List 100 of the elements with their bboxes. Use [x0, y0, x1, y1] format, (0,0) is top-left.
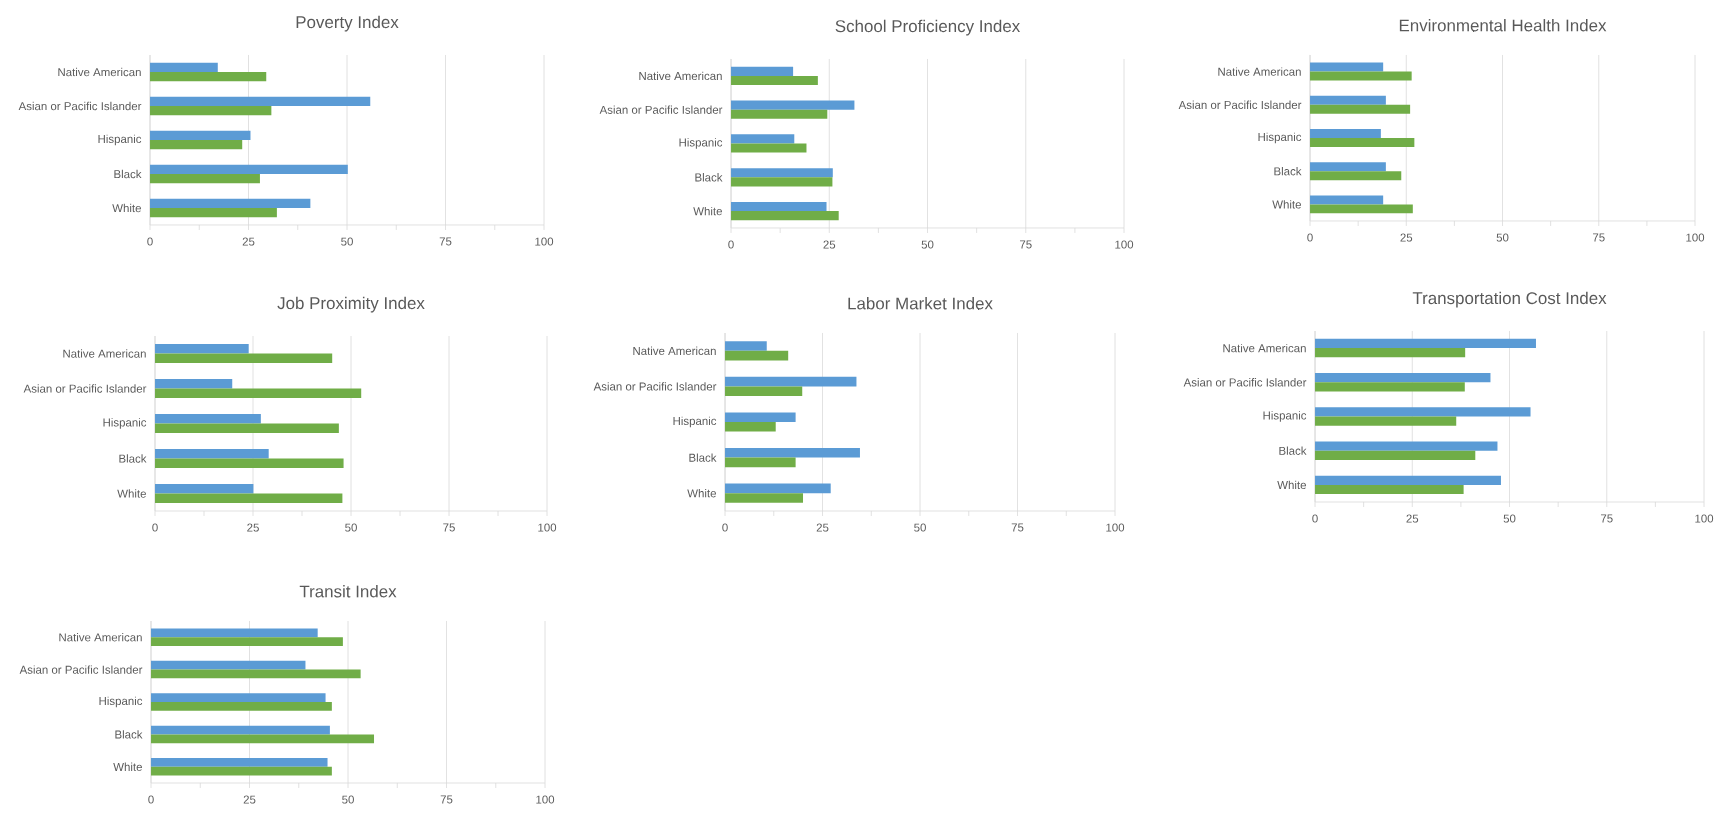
bar	[1315, 382, 1465, 392]
bar	[150, 105, 272, 116]
y-tick-label: Hispanic	[673, 416, 717, 428]
bar	[1310, 162, 1386, 172]
x-tick-label: 25	[242, 237, 255, 246]
x-tick-label: 0	[147, 237, 153, 246]
x-tick-label: 25	[1400, 233, 1413, 242]
x-tick-label: 0	[728, 240, 734, 249]
bar	[151, 693, 326, 702]
x-tick-label: 75	[439, 237, 452, 246]
bar	[731, 134, 795, 144]
y-tick-label: Black	[689, 453, 717, 462]
bar	[1310, 137, 1415, 147]
y-tick-label: Native American	[639, 71, 722, 81]
bar	[155, 414, 261, 424]
x-tick-label: 75	[1592, 233, 1605, 242]
bar	[155, 344, 249, 354]
bar	[725, 421, 776, 432]
x-tick-label: 25	[816, 523, 829, 532]
bar	[731, 201, 827, 212]
x-tick-label: 50	[341, 237, 353, 246]
bar	[155, 388, 362, 398]
chart-title: Poverty Index	[296, 15, 399, 32]
y-tick-label: Black	[695, 173, 723, 182]
x-tick-label: 100	[1106, 523, 1125, 532]
bar	[1310, 195, 1384, 205]
y-tick-label: White	[112, 203, 141, 213]
bar	[1315, 416, 1457, 426]
chart-title: Job Proximity Index	[277, 296, 425, 313]
y-tick-label: Hispanic	[1263, 411, 1307, 422]
x-tick-label: 25	[1406, 514, 1419, 523]
y-tick-label: White	[1277, 480, 1306, 490]
x-tick-label: 100	[1695, 514, 1714, 523]
y-tick-label: White	[1272, 200, 1301, 209]
bar	[150, 130, 251, 140]
bar	[731, 66, 794, 76]
y-tick-label: Hispanic	[679, 138, 723, 149]
bar	[1315, 348, 1466, 358]
x-tick-label: 0	[152, 523, 158, 532]
chart-title: Environmental Health Index	[1399, 19, 1607, 32]
bar	[155, 484, 254, 494]
chart-title: Labor Market Index	[848, 297, 993, 310]
x-tick-label: 0	[148, 795, 154, 804]
y-tick-label: Asian or Pacific Islander	[19, 665, 143, 674]
bar	[1315, 475, 1501, 485]
y-tick-label: White	[113, 762, 142, 771]
y-tick-label: Black	[115, 730, 143, 739]
x-tick-label: 100	[538, 523, 557, 532]
y-tick-label: Black	[119, 454, 147, 463]
y-tick-label: White	[687, 488, 716, 498]
bar	[1315, 441, 1498, 451]
bar	[1310, 95, 1386, 105]
x-tick-label: 75	[1601, 514, 1613, 523]
bar	[1315, 373, 1491, 383]
bar	[731, 109, 828, 119]
bar	[731, 143, 807, 153]
bar	[731, 168, 833, 178]
bar	[725, 376, 857, 387]
y-tick-label: Asian or Pacific Islander	[1183, 378, 1307, 387]
bar	[731, 75, 818, 86]
bar	[151, 660, 306, 670]
bar	[151, 734, 375, 744]
bar	[155, 449, 269, 459]
bar	[150, 207, 277, 218]
x-tick-label: 100	[1686, 233, 1705, 242]
bar	[731, 211, 839, 221]
y-tick-label: Native American	[1223, 343, 1306, 353]
bar	[1310, 62, 1384, 72]
x-tick-label: 75	[443, 523, 455, 532]
bar	[151, 758, 328, 767]
y-tick-label: Black	[1274, 166, 1302, 176]
bar	[151, 628, 318, 638]
x-tick-label: 0	[722, 523, 728, 532]
bar	[151, 701, 332, 711]
x-tick-label: 0	[1307, 233, 1313, 242]
x-tick-label: 25	[243, 795, 256, 804]
x-tick-label: 50	[1503, 514, 1516, 523]
y-tick-label: Native American	[1218, 67, 1301, 76]
bar	[150, 139, 243, 150]
bar	[1310, 171, 1402, 181]
chart-title: Transportation Cost Index	[1412, 291, 1607, 308]
y-tick-label: Native American	[58, 67, 141, 77]
bar	[725, 350, 789, 361]
y-tick-label: Native American	[63, 349, 146, 358]
bar	[725, 386, 803, 396]
bar	[1315, 338, 1536, 349]
x-tick-label: 50	[342, 795, 354, 804]
bar	[150, 96, 371, 106]
y-tick-label: Hispanic	[98, 134, 142, 146]
y-tick-label: Black	[114, 169, 142, 179]
bar	[725, 493, 804, 503]
y-tick-label: Black	[1279, 446, 1307, 455]
y-tick-label: Hispanic	[99, 696, 143, 708]
bar	[731, 100, 855, 110]
x-tick-label: 50	[921, 240, 934, 249]
y-tick-label: Asian or Pacific Islander	[1178, 100, 1302, 109]
bar	[150, 71, 267, 82]
x-tick-label: 75	[440, 795, 453, 804]
y-tick-label: White	[117, 489, 146, 498]
bar	[150, 164, 348, 174]
